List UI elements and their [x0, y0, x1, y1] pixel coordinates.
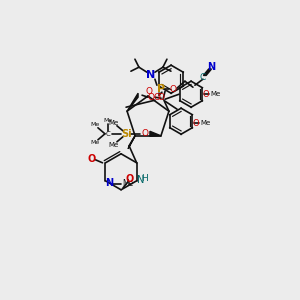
Text: N: N: [137, 175, 144, 185]
Text: O: O: [158, 93, 164, 102]
Text: Me: Me: [210, 91, 220, 97]
Text: O: O: [153, 93, 161, 102]
Text: O: O: [126, 174, 134, 184]
Text: C: C: [200, 73, 206, 82]
Text: Me: Me: [90, 122, 100, 127]
Text: N: N: [105, 178, 113, 188]
Text: Me: Me: [90, 140, 100, 145]
Text: N: N: [146, 70, 155, 80]
Text: O: O: [193, 119, 200, 128]
Polygon shape: [150, 131, 161, 136]
Text: O: O: [146, 88, 152, 97]
Text: C: C: [106, 131, 110, 137]
Polygon shape: [128, 136, 135, 149]
Text: Me: Me: [200, 120, 210, 126]
Text: O: O: [148, 93, 154, 102]
Text: N: N: [207, 62, 215, 72]
Text: O: O: [141, 129, 148, 138]
Text: H: H: [141, 174, 148, 183]
Text: O: O: [169, 85, 176, 94]
Text: Me: Me: [109, 120, 119, 126]
Text: O: O: [203, 90, 209, 99]
Text: O: O: [87, 154, 96, 164]
Text: Si: Si: [122, 129, 132, 139]
Text: P: P: [157, 84, 165, 94]
Text: Me: Me: [103, 118, 112, 123]
Polygon shape: [127, 93, 138, 111]
Text: Me: Me: [109, 142, 119, 148]
Text: Me: Me: [122, 179, 133, 188]
